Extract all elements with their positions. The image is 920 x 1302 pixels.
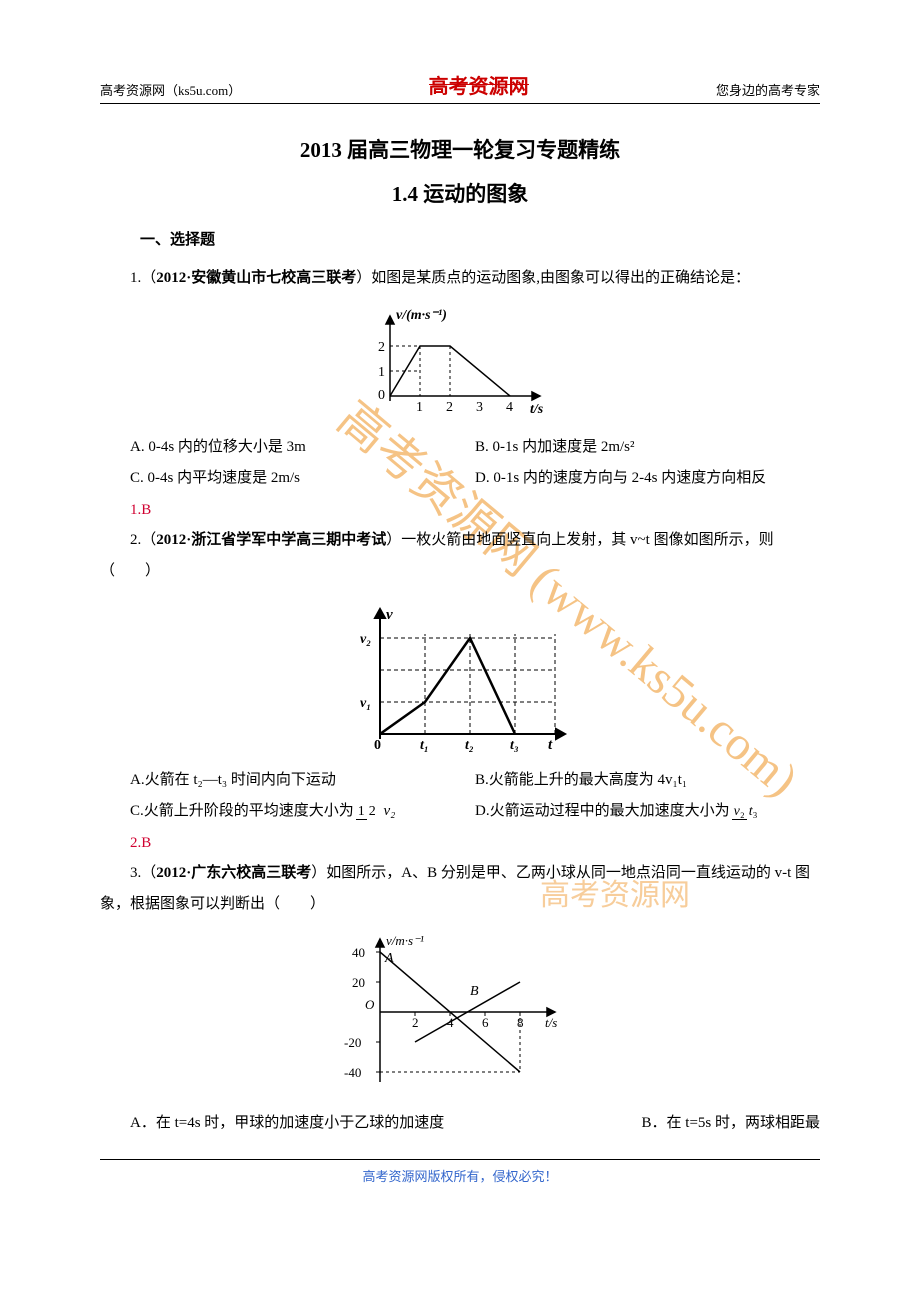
q3-ytick-n40: -40 <box>344 1065 361 1080</box>
page-header: 高考资源网（ks5u.com） 高考资源网 您身边的高考专家 <box>100 70 820 104</box>
q2-ytick-v2: v₂ <box>360 632 371 647</box>
q2-chart: v₂ v₁ 0 t₁ t₂ t₃ v t <box>330 594 590 754</box>
q3-ylabel: v/m·s⁻¹ <box>386 933 424 948</box>
q1-ytick-2: 2 <box>378 340 385 355</box>
q2-xtick-t1: t₁ <box>420 738 429 753</box>
q1-optB: B. 0-1s 内加速度是 2m/s² <box>475 432 820 464</box>
page-footer: 高考资源网版权所有，侵权必究！ <box>100 1159 820 1185</box>
section-heading: 一、选择题 <box>140 228 820 249</box>
header-center: 高考资源网 <box>429 70 529 99</box>
q2-xlabel: t <box>548 737 553 753</box>
q1-optA: A. 0-4s 内的位移大小是 3m <box>130 432 475 464</box>
q1-ytick-1: 1 <box>378 365 385 380</box>
q2-xtick-t2: t₂ <box>465 738 474 753</box>
q2-ylabel: v <box>386 607 393 623</box>
doc-subtitle: 1.4 运动的图象 <box>100 178 820 208</box>
q3-ytick-20: 20 <box>352 975 365 990</box>
q1-text: 1.（2012·安徽黄山市七校高三联考）如图是某质点的运动图象,由图象可以得出的… <box>100 263 820 295</box>
q3-xtick-8: 8 <box>517 1015 524 1030</box>
q1-xtick-3: 3 <box>476 400 483 415</box>
q2-xtick-t3: t₃ <box>510 738 519 753</box>
q2-options: A.火箭在 t₂—t₃ 时间内向下运动 B.火箭能上升的最大高度为 4v₁t₁ … <box>130 765 820 828</box>
q3-optA: A．在 t=4s 时，甲球的加速度小于乙球的加速度 <box>130 1108 444 1140</box>
q1-chart: 2 1 0 1 2 3 4 v/(m·s⁻¹) t/s <box>350 301 570 421</box>
header-right: 您身边的高考专家 <box>716 80 820 99</box>
header-left: 高考资源网（ks5u.com） <box>100 80 241 99</box>
q3-chart: 40 20 O -20 -40 2 4 6 8 v/m·s⁻¹ t/s A B <box>330 927 590 1097</box>
q1-options: A. 0-4s 内的位移大小是 3m B. 0-1s 内加速度是 2m/s² C… <box>130 432 820 495</box>
q2-source: 2012·浙江省学军中学高三期中考试 <box>156 532 386 548</box>
q3-xtick-4: 4 <box>447 1015 454 1030</box>
q3-xtick-6: 6 <box>482 1015 489 1030</box>
q2-optC: C.火箭上升阶段的平均速度大小为12 v₂ <box>130 796 475 828</box>
q1-answer: 1.B <box>130 495 820 525</box>
q1-xtick-1: 1 <box>416 400 423 415</box>
q2-figure: v₂ v₁ 0 t₁ t₂ t₃ v t <box>100 594 820 759</box>
q2-answer: 2.B <box>130 828 820 858</box>
q3-xlabel: t/s <box>545 1015 557 1030</box>
q1-ylabel: v/(m·s⁻¹) <box>396 308 447 323</box>
q2-ytick-v1: v₁ <box>360 696 371 711</box>
q2-optD: D.火箭运动过程中的最大加速度大小为v₂t₃ <box>475 796 820 828</box>
q1-optC: C. 0-4s 内平均速度是 2m/s <box>130 463 475 495</box>
q3-labelB: B <box>470 984 479 999</box>
q2-text: 2.（2012·浙江省学军中学高三期中考试）一枚火箭由地面竖直向上发射，其 v~… <box>100 525 820 588</box>
q3-labelA: A <box>384 951 394 966</box>
q1-ytick-0: 0 <box>378 388 385 403</box>
q2-xtick-0: 0 <box>374 738 381 753</box>
q3-ytick-n20: -20 <box>344 1035 361 1050</box>
q1-figure: 2 1 0 1 2 3 4 v/(m·s⁻¹) t/s <box>100 301 820 426</box>
q3-figure: 40 20 O -20 -40 2 4 6 8 v/m·s⁻¹ t/s A B <box>100 927 820 1102</box>
q3-xtick-2: 2 <box>412 1015 419 1030</box>
q3-options-row: A．在 t=4s 时，甲球的加速度小于乙球的加速度 B．在 t=5s 时，两球相… <box>130 1108 820 1140</box>
q3-optB: B．在 t=5s 时，两球相距最 <box>642 1108 820 1140</box>
q3-origin: O <box>365 997 375 1012</box>
q2-optB: B.火箭能上升的最大高度为 4v₁t₁ <box>475 765 820 797</box>
q3-text: 3.（2012·广东六校高三联考）如图所示，A、B 分别是甲、乙两小球从同一地点… <box>100 858 820 921</box>
q1-optD: D. 0-1s 内的速度方向与 2-4s 内速度方向相反 <box>475 463 820 495</box>
q1-xtick-4: 4 <box>506 400 513 415</box>
doc-title: 2013 届高三物理一轮复习专题精练 <box>100 134 820 164</box>
q1-xtick-2: 2 <box>446 400 453 415</box>
q1-xlabel: t/s <box>530 402 544 417</box>
q3-ytick-40: 40 <box>352 945 365 960</box>
q2-optA: A.火箭在 t₂—t₃ 时间内向下运动 <box>130 765 475 797</box>
q1-source: 2012·安徽黄山市七校高三联考 <box>156 270 356 286</box>
q3-source: 2012·广东六校高三联考 <box>156 865 311 881</box>
